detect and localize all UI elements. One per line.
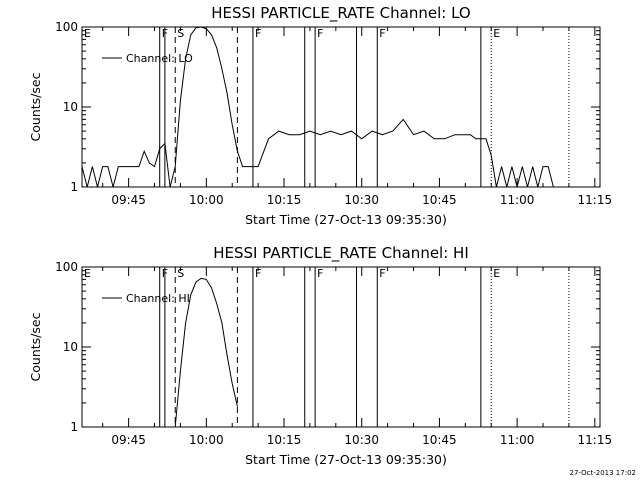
y-axis-label: Counts/sec <box>28 312 43 381</box>
chart-panel-hi: HESSI PARTICLE_RATE Channel: HI Counts/se… <box>28 244 612 467</box>
event-marker-label: E <box>493 267 500 280</box>
y-tick-label: 1 <box>70 180 78 194</box>
y-tick-label: 10 <box>63 340 78 354</box>
event-marker-label: S <box>177 27 184 40</box>
legend-label: Channel: LO <box>126 52 193 65</box>
x-axis-label: Start Time (27-Oct-13 09:35:30) <box>245 452 447 467</box>
x-tick-label: 09:45 <box>111 433 146 447</box>
event-marker-label: F <box>317 27 323 40</box>
event-marker-label: F <box>255 267 261 280</box>
event-marker-label: E <box>493 27 500 40</box>
event-marker-label: F <box>379 27 385 40</box>
chart-panel-lo: HESSI PARTICLE_RATE Channel: LO Counts/se… <box>28 4 612 227</box>
legend-label: Channel: HI <box>126 292 190 305</box>
y-tick-label: 100 <box>55 260 78 274</box>
event-marker-label: E <box>84 267 91 280</box>
timestamp-label: 27-Oct-2013 17:02 <box>570 469 636 477</box>
y-axis-label: Counts/sec <box>28 72 43 141</box>
event-marker-label: S <box>177 267 184 280</box>
x-tick-label: 10:15 <box>267 193 302 207</box>
x-tick-label: 11:15 <box>578 193 613 207</box>
chart-title: HESSI PARTICLE_RATE Channel: HI <box>213 244 469 263</box>
x-tick-label: 10:30 <box>344 433 379 447</box>
x-tick-label: 10:30 <box>344 193 379 207</box>
y-tick-label: 1 <box>70 420 78 434</box>
x-axis-label: Start Time (27-Oct-13 09:35:30) <box>245 212 447 227</box>
x-tick-label: 11:00 <box>500 193 535 207</box>
y-tick-label: 100 <box>55 20 78 34</box>
x-tick-label: 10:00 <box>189 433 224 447</box>
event-marker-label: E <box>84 27 91 40</box>
event-marker-label: F <box>255 27 261 40</box>
x-tick-label: 09:45 <box>111 193 146 207</box>
x-tick-label: 11:15 <box>578 433 613 447</box>
x-tick-label: 10:00 <box>189 193 224 207</box>
series-line <box>174 277 238 428</box>
x-tick-label: 10:15 <box>267 433 302 447</box>
x-tick-label: 11:00 <box>500 433 535 447</box>
event-marker-label: F <box>317 267 323 280</box>
event-marker-label: F <box>379 267 385 280</box>
chart-title: HESSI PARTICLE_RATE Channel: LO <box>211 4 470 23</box>
x-tick-label: 10:45 <box>422 433 457 447</box>
series-line <box>81 26 554 188</box>
y-tick-label: 10 <box>63 100 78 114</box>
x-tick-label: 10:45 <box>422 193 457 207</box>
